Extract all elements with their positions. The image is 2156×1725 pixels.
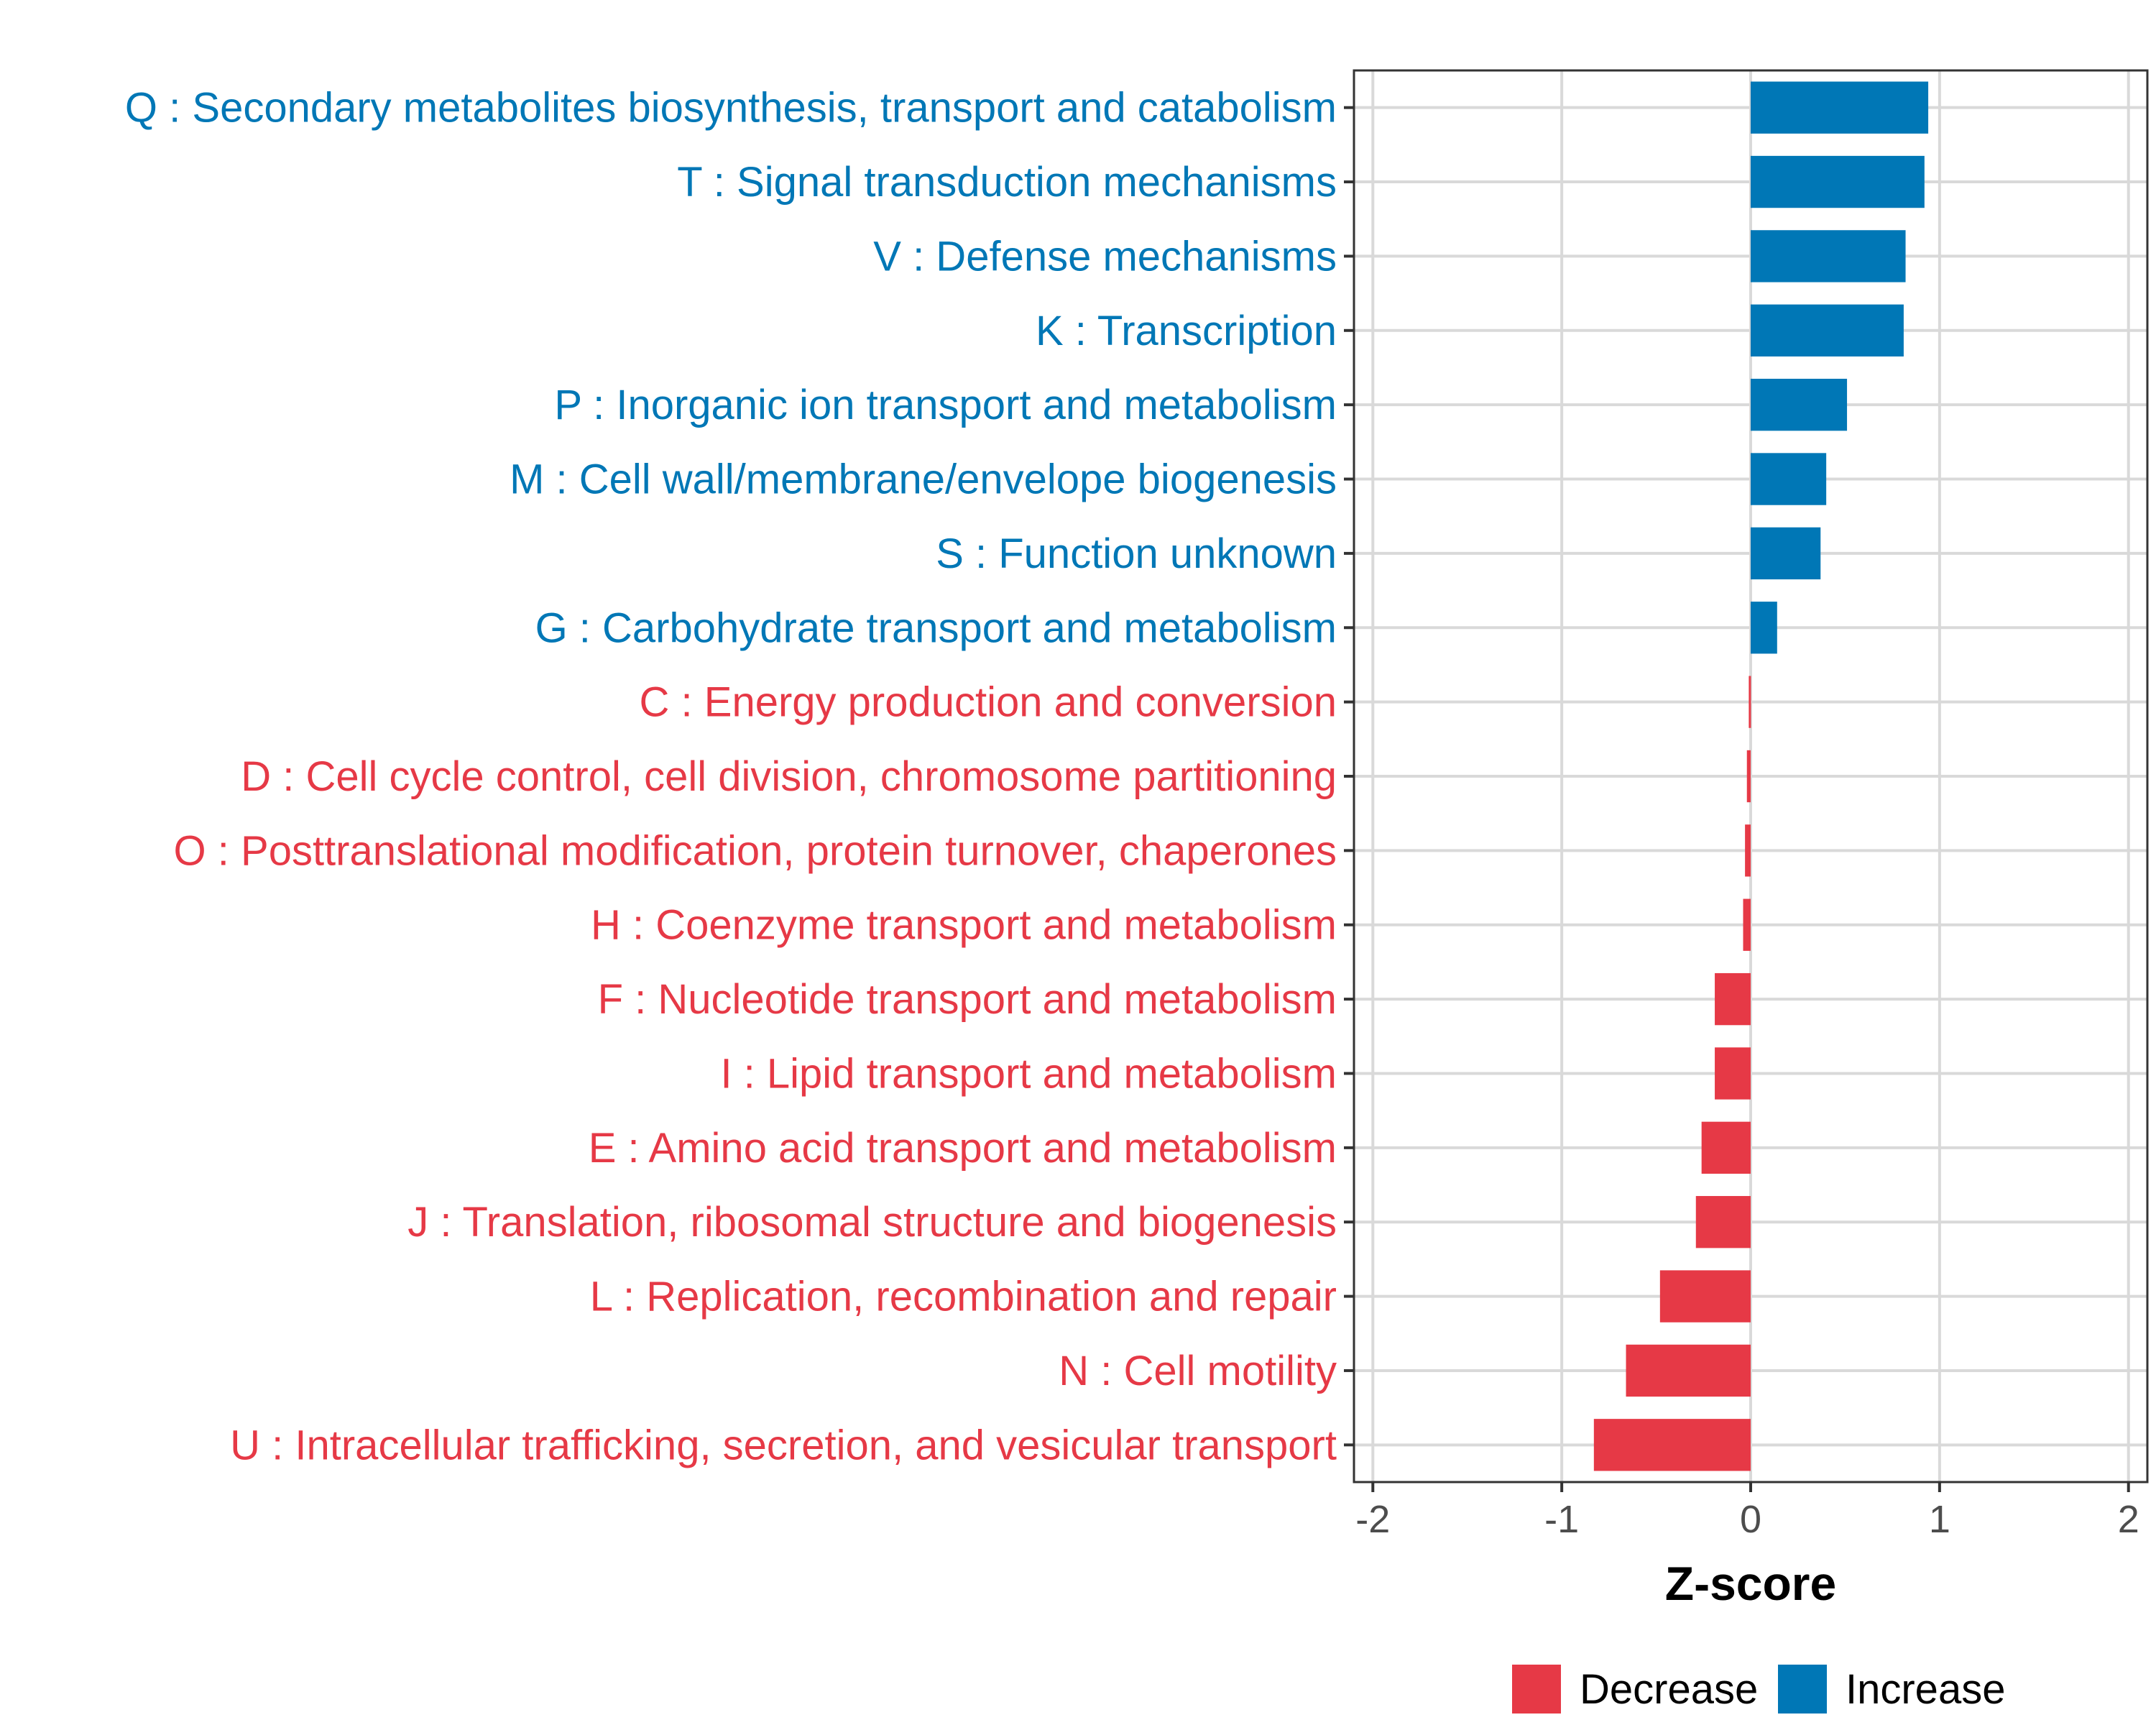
bar [1715,1047,1751,1100]
bar [1751,304,1904,356]
bar [1659,1270,1751,1322]
legend: Decrease Increase [1512,1665,2005,1714]
y-tick-label: G : Carbohydrate transport and metabolis… [535,604,1337,651]
bar [1751,527,1821,580]
y-tick-label: O : Posttranslational modification, prot… [174,827,1337,874]
y-tick-label: S : Function unknown [936,530,1337,577]
y-tick-label: V : Defense mechanisms [873,233,1337,280]
y-tick-label: K : Transcription [1036,308,1337,354]
x-tick-label: 1 [1929,1498,1950,1541]
legend-swatch-increase [1778,1665,1827,1714]
x-axis-title: Z-score [1665,1557,1836,1610]
y-tick-label: Q : Secondary metabolites biosynthesis, … [125,85,1337,132]
y-tick-label: I : Lipid transport and metabolism [720,1050,1337,1097]
x-axis: -2 -1 0 1 2 [1355,1482,2139,1541]
bar [1751,453,1827,505]
bar-layer [1593,81,1929,1471]
bar [1593,1419,1751,1471]
bar [1715,972,1751,1026]
y-tick-label: D : Cell cycle control, cell division, c… [241,753,1337,800]
y-tick-label: U : Intracellular trafficking, secretion… [230,1422,1337,1468]
bar [1743,898,1751,951]
y-tick-label: E : Amino acid transport and metabolism [589,1125,1337,1172]
bar [1751,155,1925,208]
bar [1749,676,1751,728]
x-tick-label: 0 [1740,1498,1761,1541]
bar [1751,602,1777,654]
x-tick-label: -1 [1544,1498,1579,1541]
y-tick-label: C : Energy production and conversion [640,679,1337,726]
bar [1746,750,1751,803]
bar [1695,1196,1751,1248]
bar [1626,1344,1751,1397]
bar [1751,378,1848,431]
y-tick-label: L : Replication, recombination and repai… [590,1274,1337,1320]
bar [1751,230,1906,282]
y-tick-label: M : Cell wall/membrane/envelope biogenes… [510,456,1337,503]
bar [1751,81,1929,134]
legend-swatch-decrease [1512,1665,1561,1714]
y-tick-label: H : Coenzyme transport and metabolism [591,902,1337,949]
legend-label-decrease: Decrease [1580,1666,1758,1713]
y-axis: Q : Secondary metabolites biosynthesis, … [125,85,1354,1468]
bar [1701,1121,1751,1174]
legend-label-increase: Increase [1846,1666,2005,1713]
y-tick-label: N : Cell motility [1059,1348,1337,1394]
y-tick-label: F : Nucleotide transport and metabolism [598,976,1337,1023]
y-tick-label: J : Translation, ribosomal structure and… [407,1199,1337,1246]
y-tick-label: T : Signal transduction mechanisms [677,159,1337,206]
x-tick-label: 2 [2118,1498,2139,1541]
y-tick-label: P : Inorganic ion transport and metaboli… [554,382,1337,428]
x-tick-label: -2 [1355,1498,1390,1541]
bar [1745,824,1751,877]
